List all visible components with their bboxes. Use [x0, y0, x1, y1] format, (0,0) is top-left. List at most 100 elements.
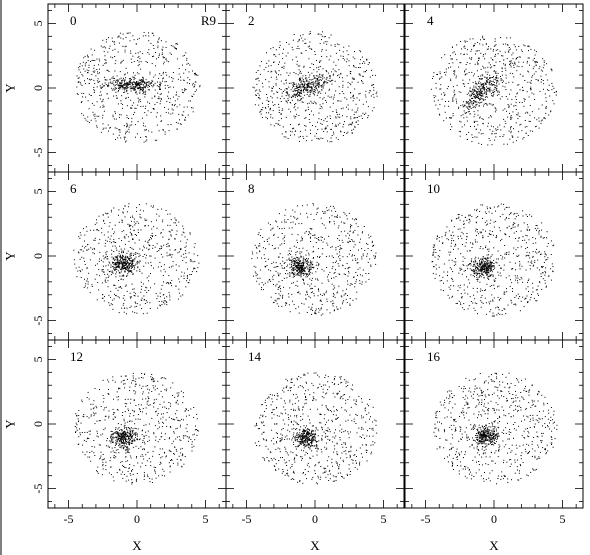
- scatter-point: [271, 87, 273, 89]
- scatter-point: [275, 247, 276, 249]
- scatter-point: [334, 46, 336, 47]
- scatter-point: [346, 302, 348, 304]
- scatter-point: [361, 248, 363, 250]
- scatter-point: [500, 79, 502, 81]
- scatter-point: [130, 99, 132, 101]
- scatter-point: [84, 117, 86, 119]
- scatter-point: [302, 90, 304, 92]
- scatter-point: [260, 289, 262, 291]
- scatter-point: [534, 126, 536, 128]
- scatter-point: [308, 33, 310, 35]
- scatter-point: [509, 72, 511, 74]
- scatter-point: [126, 126, 127, 128]
- scatter-point: [103, 220, 104, 222]
- scatter-point: [314, 234, 316, 236]
- scatter-point: [356, 291, 358, 293]
- scatter-point: [88, 122, 90, 124]
- scatter-point: [486, 271, 488, 273]
- scatter-point: [350, 226, 351, 227]
- scatter-point: [274, 299, 276, 301]
- scatter-point: [132, 81, 134, 83]
- scatter-point: [326, 77, 328, 79]
- scatter-point: [351, 284, 353, 285]
- scatter-point: [318, 69, 320, 71]
- scatter-point: [373, 107, 375, 109]
- scatter-point: [106, 69, 108, 71]
- scatter-point: [87, 287, 89, 289]
- scatter-point: [147, 101, 149, 103]
- scatter-point: [265, 266, 266, 268]
- scatter-point: [353, 114, 355, 115]
- scatter-point: [275, 83, 277, 85]
- scatter-point: [166, 60, 168, 62]
- scatter-point: [452, 100, 454, 102]
- scatter-point: [298, 266, 300, 268]
- scatter-point: [293, 34, 295, 35]
- scatter-point: [170, 283, 172, 284]
- scatter-point: [182, 225, 184, 227]
- scatter-point: [535, 51, 537, 53]
- scatter-point: [508, 130, 510, 132]
- scatter-point: [298, 291, 300, 293]
- scatter-point: [298, 263, 300, 265]
- scatter-point: [140, 229, 142, 231]
- scatter-point: [124, 138, 125, 140]
- scatter-point: [318, 263, 320, 265]
- scatter-point: [371, 69, 372, 71]
- scatter-point: [304, 86, 306, 88]
- scatter-point: [141, 90, 143, 92]
- scatter-point: [478, 102, 480, 104]
- scatter-point: [308, 102, 310, 104]
- scatter-point: [340, 55, 342, 57]
- scatter-point: [293, 107, 295, 109]
- scatter-point: [338, 285, 340, 287]
- scatter-point: [469, 38, 471, 40]
- scatter-point: [335, 249, 337, 251]
- scatter-point: [177, 78, 179, 80]
- scatter-point: [314, 135, 316, 137]
- y-tick-label: -5: [31, 148, 45, 158]
- scatter-point: [117, 255, 119, 257]
- scatter-point: [297, 96, 298, 97]
- scatter-point: [113, 284, 115, 286]
- scatter-point: [78, 236, 80, 238]
- scatter-point: [80, 234, 82, 236]
- scatter-point: [300, 99, 302, 101]
- scatter-point: [469, 105, 471, 107]
- scatter-point: [145, 87, 146, 89]
- scatter-point: [326, 76, 328, 78]
- scatter-point: [133, 89, 135, 91]
- scatter-point: [138, 64, 140, 66]
- scatter-point: [351, 129, 353, 131]
- scatter-point: [285, 100, 287, 102]
- scatter-point: [261, 282, 263, 283]
- scatter-point: [133, 81, 135, 83]
- scatter-point: [313, 84, 315, 86]
- scatter-point: [126, 83, 128, 85]
- scatter-point: [516, 65, 518, 67]
- scatter-point: [521, 130, 523, 132]
- scatter-point: [476, 97, 478, 98]
- scatter-point: [475, 83, 476, 85]
- scatter-point: [305, 262, 307, 264]
- scatter-point: [174, 100, 176, 102]
- scatter-point: [143, 295, 145, 297]
- scatter-point: [193, 93, 195, 95]
- scatter-point: [358, 93, 360, 95]
- scatter-point: [187, 114, 189, 116]
- scatter-point: [105, 254, 107, 256]
- scatter-point: [102, 64, 104, 66]
- scatter-point: [475, 53, 476, 55]
- scatter-point: [142, 81, 144, 83]
- scatter-point: [318, 138, 320, 140]
- scatter-point: [359, 63, 361, 65]
- scatter-point: [176, 230, 178, 232]
- scatter-point: [342, 84, 344, 86]
- scatter-point: [510, 130, 512, 132]
- scatter-point: [278, 74, 279, 76]
- scatter-point: [301, 267, 303, 269]
- scatter-point: [125, 37, 127, 38]
- scatter-point: [108, 37, 109, 39]
- scatter-point: [513, 76, 515, 78]
- scatter-point: [261, 109, 263, 111]
